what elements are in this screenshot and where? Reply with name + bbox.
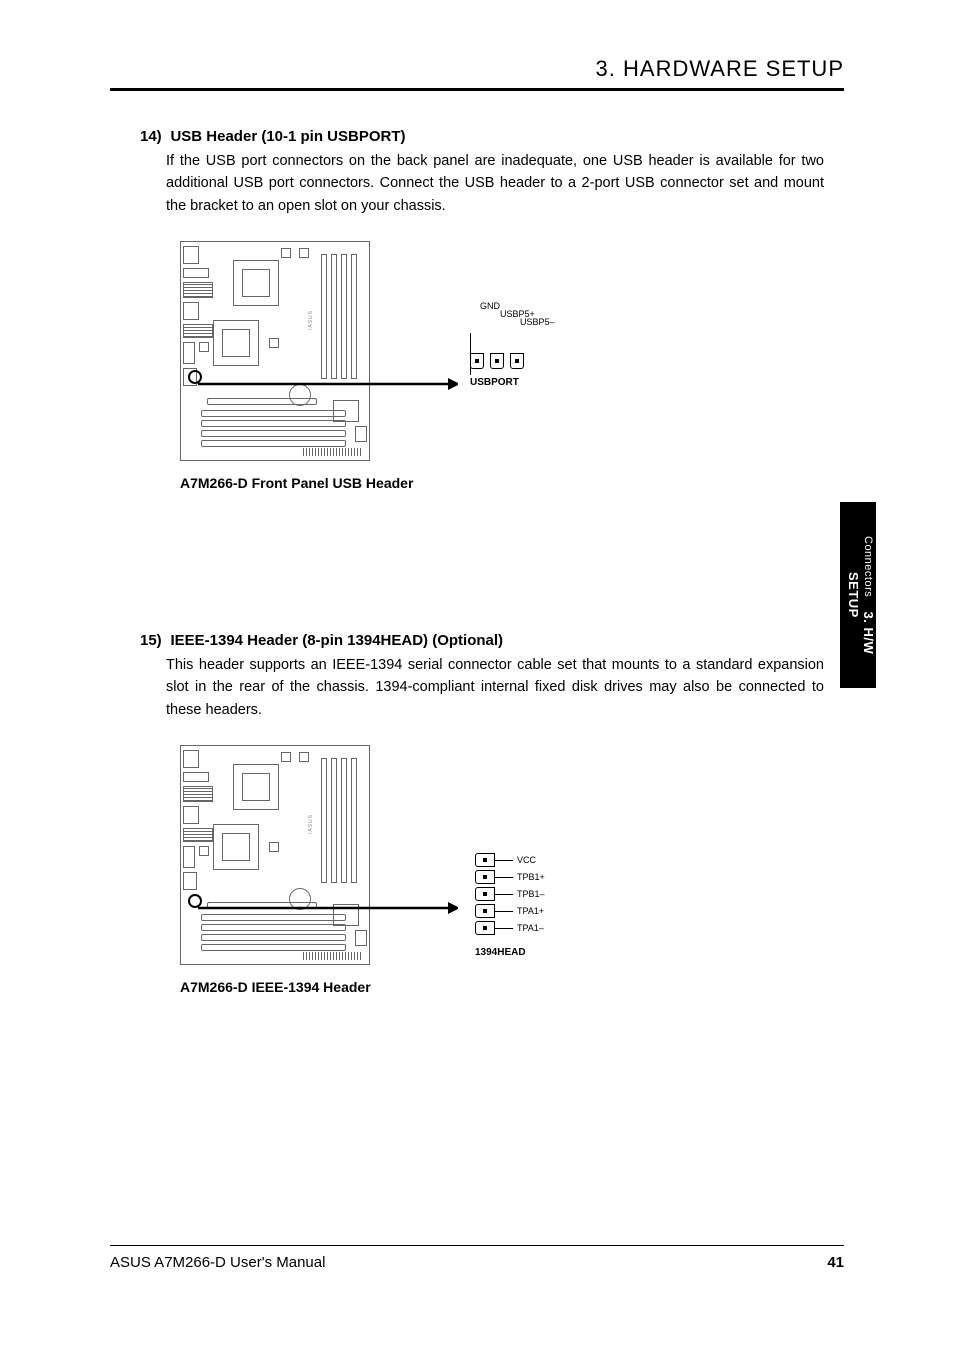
pin-label: TPA1+	[517, 906, 544, 916]
section-2-heading: 15) IEEE-1394 Header (8-pin 1394HEAD) (O…	[140, 632, 824, 650]
pin-label: TPA1–	[517, 923, 544, 933]
section-1-body: If the USB port connectors on the back p…	[166, 150, 824, 217]
diagram-1: /ASUS GND USBP5+ USBP5– USBPORT A7M266-D…	[140, 241, 824, 491]
diagram-1-caption: A7M266-D Front Panel USB Header	[180, 475, 824, 491]
footer-manual: ASUS A7M266-D User's Manual	[110, 1254, 325, 1271]
pin-label: VCC	[517, 855, 536, 865]
motherboard-outline: /ASUS	[180, 241, 370, 461]
section-1-heading: 14) USB Header (10-1 pin USBPORT)	[140, 128, 824, 146]
header-title: 3. HARDWARE SETUP	[596, 56, 844, 81]
cpu-socket-1	[233, 260, 279, 306]
section-1394-header: 15) IEEE-1394 Header (8-pin 1394HEAD) (O…	[140, 632, 824, 995]
section-usb-header: 14) USB Header (10-1 pin USBPORT) If the…	[140, 128, 824, 491]
callout-arrow	[198, 900, 458, 916]
section-1-title: USB Header (10-1 pin USBPORT)	[170, 128, 405, 145]
pin-label: TPB1–	[517, 889, 545, 899]
page-footer: ASUS A7M266-D User's Manual 41	[110, 1245, 844, 1271]
motherboard-outline: /ASUS	[180, 745, 370, 965]
pin-label: USBP5–	[520, 317, 555, 327]
usb-pin-callout: GND USBP5+ USBP5– USBPORT	[470, 333, 528, 388]
ieee1394-pin-callout: VCC TPB1+ TPB1– TPA1+ TPA1– 1394HEAD	[475, 853, 526, 958]
pin-label: TPB1+	[517, 872, 545, 882]
pin-label: GND	[480, 301, 500, 311]
cpu-socket-2	[213, 824, 259, 870]
callout-arrow	[198, 376, 458, 392]
page-header: 3. HARDWARE SETUP	[110, 56, 844, 91]
section-1-num: 14)	[140, 128, 166, 145]
side-tab: Connectors 3. H/W SETUP	[840, 502, 876, 688]
cpu-socket-1	[233, 764, 279, 810]
footer-page: 41	[827, 1254, 844, 1271]
section-2-num: 15)	[140, 632, 166, 649]
section-2-body: This header supports an IEEE-1394 serial…	[166, 654, 824, 721]
dimm-slots	[321, 758, 361, 883]
connector-name: 1394HEAD	[475, 947, 526, 958]
diagram-2-caption: A7M266-D IEEE-1394 Header	[180, 979, 824, 995]
diagram-2: /ASUS VCC TPB1+ TPB1– TPA1+ TPA1–	[140, 745, 824, 995]
section-2-title: IEEE-1394 Header (8-pin 1394HEAD) (Optio…	[170, 632, 503, 649]
side-tab-small: Connectors	[862, 536, 874, 597]
dimm-slots	[321, 254, 361, 379]
cpu-socket-2	[213, 320, 259, 366]
connector-name: USBPORT	[470, 377, 528, 388]
